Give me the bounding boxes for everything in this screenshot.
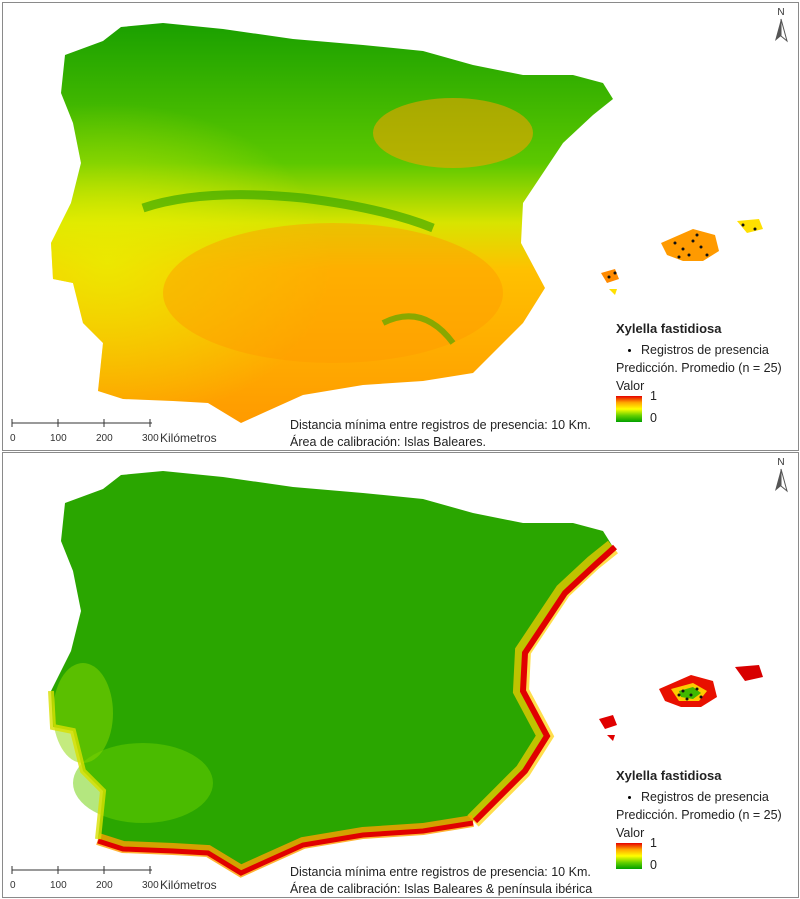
legend-points-label: Registros de presencia [641, 343, 769, 357]
scale-unit: Kilómetros [160, 878, 217, 892]
legend-value-label: Valor [616, 379, 645, 393]
presence-records-bottom [677, 687, 703, 701]
legend-species: Xylella fastidiosa [616, 768, 722, 783]
ramp-high-label: 1 [650, 389, 657, 403]
legend-prediction-label: Predicción. Promedio (n = 25) [616, 808, 782, 822]
color-ramp [616, 396, 642, 422]
ramp-high-label: 1 [650, 836, 657, 850]
legend-species: Xylella fastidiosa [616, 321, 722, 336]
scale-tick: 100 [50, 433, 67, 444]
legend-points-row: Registros de presencia [616, 343, 782, 357]
scale-bar-top: 0 100 200 300 Kilómetros [10, 419, 217, 445]
calibration-note: Área de calibración: Islas Baleares & pe… [290, 882, 593, 896]
suitability-map-top [51, 23, 763, 423]
presence-dot-icon [628, 348, 631, 352]
suitability-map-bottom [48, 471, 763, 878]
notes-bottom: Distancia mínima entre registros de pres… [290, 864, 593, 897]
legend-points-row: Registros de presencia [616, 790, 782, 804]
iberian-peninsula-top [51, 23, 613, 423]
legend-bottom: Xylella fastidiosa Registros de presenci… [616, 768, 782, 871]
north-label: N [777, 457, 785, 468]
north-arrow-icon [775, 468, 788, 493]
north-label: N [777, 7, 785, 18]
scale-tick: 100 [50, 880, 67, 891]
north-arrow-top: N [770, 7, 792, 47]
ramp-low-label: 0 [650, 857, 657, 872]
ramp-low-label: 0 [650, 410, 657, 425]
distance-note: Distancia mínima entre registros de pres… [290, 865, 591, 879]
legend-value-ramp: 1 0 [616, 837, 782, 872]
scale-tick: 200 [96, 433, 113, 444]
north-arrow-bottom: N [770, 457, 792, 497]
iberian-peninsula-bottom [48, 471, 618, 878]
scale-tick: 300 [142, 433, 159, 444]
scale-tick: 0 [10, 433, 16, 444]
balearic-islands-top [601, 219, 763, 295]
color-ramp [616, 843, 642, 869]
calibration-note: Área de calibración: Islas Baleares. [290, 435, 486, 449]
legend-points-label: Registros de presencia [641, 790, 769, 804]
scale-tick: 200 [96, 880, 113, 891]
map-panel-bottom: N Xylella fastidiosa Registros de presen… [2, 452, 799, 898]
presence-records-top [607, 223, 757, 279]
scale-tick: 300 [142, 880, 159, 891]
legend-prediction-label: Predicción. Promedio (n = 25) [616, 361, 782, 375]
legend-value-ramp: 1 0 [616, 390, 782, 425]
presence-dot-icon [628, 795, 631, 799]
scale-tick: 0 [10, 880, 16, 891]
scale-unit: Kilómetros [160, 431, 217, 445]
north-arrow-icon [775, 18, 788, 43]
legend-top: Xylella fastidiosa Registros de presenci… [616, 321, 782, 424]
scale-bar-bottom: 0 100 200 300 Kilómetros [10, 866, 217, 892]
balearic-islands-bottom [599, 665, 763, 741]
notes-top: Distancia mínima entre registros de pres… [290, 417, 591, 450]
map-panel-top: N Xylella fastidiosa Registros de presen… [2, 2, 799, 451]
distance-note: Distancia mínima entre registros de pres… [290, 418, 591, 432]
legend-value-label: Valor [616, 826, 645, 840]
